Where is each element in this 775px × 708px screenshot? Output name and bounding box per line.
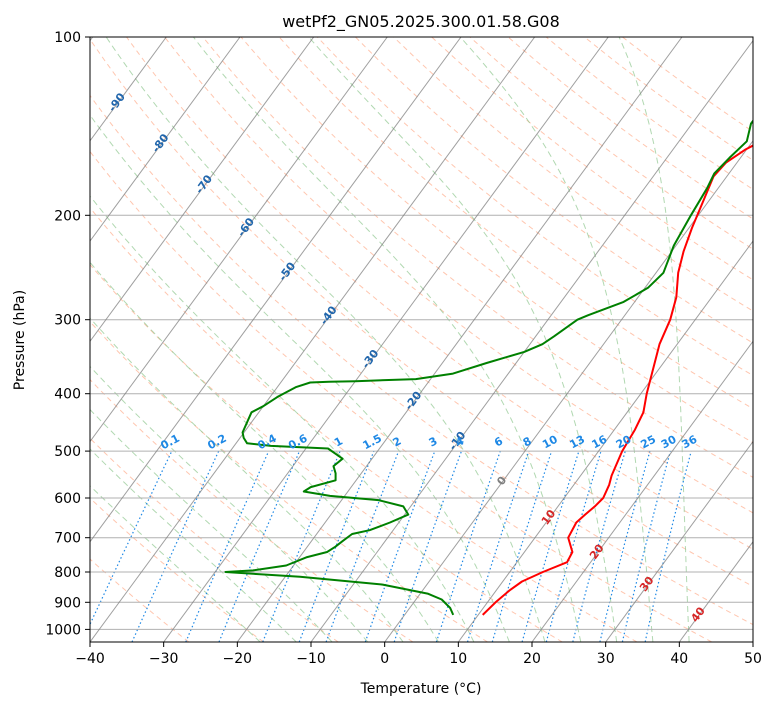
dry-adiabat xyxy=(316,37,753,377)
isotherm xyxy=(90,37,315,343)
y-tick-label: 600 xyxy=(54,491,81,507)
moist-adiabat xyxy=(193,37,582,642)
plot-frame xyxy=(89,36,754,643)
x-tick-label: 20 xyxy=(523,651,541,667)
dry-adiabat xyxy=(90,207,638,642)
moist-adiabat xyxy=(90,485,261,642)
chart-title: wetPf2_GN05.2025.300.01.58.G08 xyxy=(282,12,560,32)
x-tick-label: −40 xyxy=(75,651,105,667)
x-tick-label: −20 xyxy=(223,651,253,667)
y-tick-label: 900 xyxy=(54,595,81,611)
isotherm xyxy=(90,37,241,242)
mixing-ratio-line xyxy=(545,450,602,642)
mixing-ratio-line xyxy=(599,450,651,642)
dewpoint-profile xyxy=(224,119,753,616)
moist-adiabat xyxy=(90,408,333,642)
y-tick-label: 300 xyxy=(54,313,81,329)
y-axis-label: Pressure (hPa) xyxy=(12,290,28,390)
dry-adiabat xyxy=(90,378,414,642)
isotherm xyxy=(90,37,536,642)
isotherm xyxy=(605,440,753,642)
moist-adiabats xyxy=(90,37,690,642)
dry-adiabat xyxy=(393,37,753,312)
dry-adiabat xyxy=(90,558,190,642)
y-tick-label: 500 xyxy=(54,444,81,460)
mixing-ratio-label: 36 xyxy=(680,433,700,452)
mixing-ratio-line xyxy=(364,450,436,642)
x-axis: −40 −30 −20 −10 0 10 20 30 40 50 xyxy=(75,642,762,667)
x-tick-label: −10 xyxy=(296,651,326,667)
mixing-ratio-line xyxy=(621,450,671,642)
dry-adiabat xyxy=(240,37,753,444)
mixing-ratio-label: 16 xyxy=(590,433,610,452)
dry-adiabat xyxy=(90,38,753,587)
profile-series xyxy=(224,119,753,616)
moist-adiabat xyxy=(90,448,297,642)
dry-adiabat xyxy=(90,263,563,642)
x-tick-label: 40 xyxy=(670,651,688,667)
y-tick-label: 400 xyxy=(54,387,81,403)
mixing-ratio-line xyxy=(218,450,301,642)
dry-adiabat xyxy=(90,150,712,642)
pressure-gridlines xyxy=(90,37,753,630)
mixing-ratio-label: 13 xyxy=(567,433,587,452)
mixing-ratio-label: 30 xyxy=(659,433,679,452)
mixing-ratio-line xyxy=(185,450,270,642)
moist-adiabat xyxy=(459,37,654,642)
moist-adiabat xyxy=(90,365,369,642)
mixing-ratio-line xyxy=(466,450,530,642)
x-tick-label: 30 xyxy=(597,651,615,667)
mixing-ratio-label: 25 xyxy=(638,433,658,452)
mixing-ratio-line xyxy=(435,450,501,642)
dry-adiabat xyxy=(164,37,753,514)
mixing-ratio-line xyxy=(521,450,580,642)
x-tick-label: 50 xyxy=(744,651,762,667)
mixing-ratio-line xyxy=(298,450,375,642)
mixing-ratio-label: 20 xyxy=(614,433,634,452)
isotherm xyxy=(90,37,388,443)
mixing-ratio-labels: 0.1 0.2 0.4 0.6 1 1.5 2 3 4 6 8 10 13 16 20 25 30 36 xyxy=(158,432,699,453)
isotherm xyxy=(163,37,609,642)
isotherm xyxy=(531,340,753,642)
isotherm xyxy=(310,39,753,642)
x-tick-label: 10 xyxy=(449,651,467,667)
y-tick-label: 700 xyxy=(54,531,81,547)
mixing-ratio-line xyxy=(325,450,400,642)
mixing-ratio-line xyxy=(262,450,341,642)
isotherm xyxy=(90,37,167,142)
moist-adiabat xyxy=(105,37,546,642)
isotherm xyxy=(236,37,683,642)
isotherm xyxy=(384,139,753,642)
y-axis: 100 200 300 400 500 600 700 800 900 1000 xyxy=(45,30,90,638)
x-axis-label: Temperature (°C) xyxy=(360,681,482,697)
y-tick-label: 200 xyxy=(54,208,81,224)
moist-adiabat xyxy=(308,37,618,642)
mixing-ratio-label: 10 xyxy=(540,433,560,452)
mixing-ratio-line xyxy=(491,450,553,642)
moist-adiabat xyxy=(90,317,404,642)
temperature-profile xyxy=(482,144,753,616)
mixing-ratio-lines xyxy=(90,450,692,642)
y-tick-label: 100 xyxy=(54,30,81,46)
moist-adiabat xyxy=(90,195,475,642)
moist-adiabat xyxy=(90,114,510,642)
isotherm xyxy=(457,240,753,642)
x-tick-label: 0 xyxy=(380,651,389,667)
moist-adiabat xyxy=(618,37,690,642)
dry-adiabat xyxy=(90,94,753,626)
y-tick-label: 800 xyxy=(54,565,81,581)
x-tick-label: −30 xyxy=(149,651,179,667)
mixing-ratio-line xyxy=(572,450,626,642)
y-tick-label: 1000 xyxy=(45,622,81,638)
